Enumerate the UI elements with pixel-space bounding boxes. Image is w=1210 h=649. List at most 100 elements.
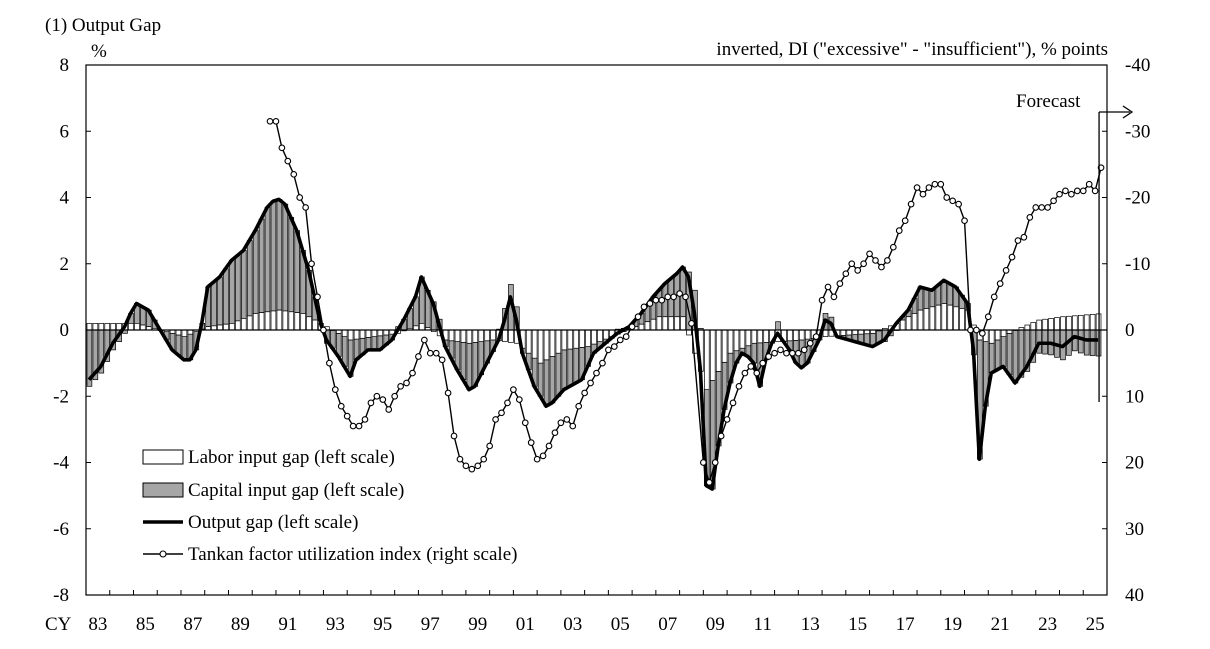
capital-bar bbox=[181, 336, 188, 361]
legend-capital-swatch bbox=[142, 482, 184, 498]
capital-bar bbox=[211, 281, 217, 327]
labor-bar bbox=[899, 319, 906, 331]
tankan-point bbox=[533, 455, 541, 463]
capital-bar bbox=[217, 276, 223, 326]
labor-bar bbox=[472, 329, 479, 343]
labor-bar bbox=[1089, 314, 1096, 331]
tankan-point bbox=[812, 333, 820, 340]
tankan-point bbox=[931, 180, 939, 188]
tankan-point bbox=[610, 343, 618, 350]
labor-bar bbox=[246, 315, 253, 331]
capital-bar bbox=[1077, 329, 1084, 354]
capital-bar bbox=[240, 250, 247, 319]
labor-bar bbox=[662, 316, 669, 331]
capital-bar bbox=[543, 359, 550, 407]
labor-bar bbox=[223, 323, 229, 331]
capital-bar bbox=[549, 356, 556, 404]
labor-bar bbox=[994, 329, 1001, 341]
labor-bar bbox=[1042, 318, 1048, 331]
capital-bar bbox=[258, 218, 265, 313]
legend: Labor input gap (left scale) Capital inpu… bbox=[142, 447, 517, 565]
tankan-point bbox=[1032, 204, 1040, 211]
capital-bar bbox=[1012, 329, 1019, 384]
tankan-point bbox=[599, 359, 606, 367]
tankan-point bbox=[391, 392, 399, 400]
labor-bar bbox=[709, 329, 716, 381]
tankan-point bbox=[652, 296, 660, 304]
tankan-point bbox=[783, 349, 790, 357]
tankan-point bbox=[664, 293, 672, 301]
tankan-point bbox=[658, 296, 666, 304]
right-tick-label: 40 bbox=[1125, 585, 1144, 606]
capital-bar bbox=[223, 268, 229, 325]
labor-bar bbox=[217, 324, 223, 331]
tankan-point bbox=[1050, 197, 1057, 205]
tankan-point bbox=[955, 200, 962, 208]
labor-bar bbox=[229, 323, 235, 331]
labor-bar bbox=[1030, 322, 1037, 331]
tankan-point bbox=[331, 386, 339, 393]
tankan-point bbox=[646, 300, 654, 307]
labor-bar bbox=[638, 323, 645, 331]
labor-bar bbox=[674, 316, 680, 331]
tankan-point bbox=[486, 442, 494, 450]
labor-bar bbox=[276, 309, 283, 331]
left-tick-label: -6 bbox=[53, 519, 69, 540]
tankan-point bbox=[438, 356, 446, 364]
capital-bar bbox=[264, 207, 271, 313]
right-tick-label: 10 bbox=[1125, 386, 1144, 407]
x-tick-label: 07 bbox=[658, 614, 677, 635]
labor-bar bbox=[727, 329, 734, 354]
labor-bar bbox=[929, 306, 936, 331]
tankan-point bbox=[367, 399, 375, 407]
labor-bar bbox=[288, 311, 295, 331]
tankan-point bbox=[996, 280, 1004, 287]
tankan-point bbox=[682, 293, 689, 301]
left-tick-label: 0 bbox=[60, 320, 70, 341]
tankan-point bbox=[1014, 237, 1022, 244]
x-tick-label: 03 bbox=[563, 614, 582, 635]
tankan-point bbox=[308, 260, 315, 268]
tankan-point bbox=[765, 353, 772, 360]
left-tick-label: 4 bbox=[60, 188, 70, 209]
capital-bar bbox=[466, 342, 473, 390]
labor-bar bbox=[603, 329, 609, 340]
labor-bar bbox=[258, 312, 265, 331]
labor-bar bbox=[270, 310, 277, 331]
labor-bar bbox=[1036, 319, 1042, 331]
labor-bar bbox=[211, 325, 217, 331]
tankan-point bbox=[474, 462, 482, 470]
labor-bar bbox=[347, 329, 354, 341]
tankan-point bbox=[320, 326, 327, 334]
tankan-point bbox=[848, 260, 856, 268]
labor-bar bbox=[531, 329, 538, 359]
tankan-point bbox=[415, 353, 422, 360]
legend-tankan-marker bbox=[159, 550, 167, 558]
right-tick-label: 20 bbox=[1125, 453, 1144, 474]
labor-bar bbox=[561, 329, 568, 351]
tankan-point bbox=[361, 416, 369, 423]
labor-bar bbox=[1054, 317, 1060, 331]
tankan-point bbox=[961, 217, 968, 225]
x-tick-label: 23 bbox=[1038, 614, 1057, 635]
tankan-point bbox=[688, 320, 695, 327]
x-tick-label: 91 bbox=[278, 614, 297, 635]
tankan-point bbox=[290, 170, 298, 178]
tankan-point bbox=[373, 392, 381, 400]
tankan-point bbox=[830, 293, 838, 301]
capital-bar bbox=[1000, 336, 1007, 367]
labor-bar bbox=[751, 329, 758, 344]
tankan-point bbox=[925, 184, 933, 191]
x-tick-label: 11 bbox=[754, 614, 772, 635]
labor-bar bbox=[591, 329, 597, 345]
labor-bar bbox=[703, 329, 710, 390]
labor-bar bbox=[733, 329, 740, 352]
labor-bar bbox=[1083, 314, 1090, 331]
x-tick-label: 09 bbox=[706, 614, 725, 635]
tankan-point bbox=[907, 200, 915, 208]
x-tick-label: 99 bbox=[468, 614, 487, 635]
labor-bar bbox=[525, 329, 532, 354]
output-gap-series bbox=[87, 197, 1099, 491]
labor-bar bbox=[300, 313, 306, 331]
labor-bar bbox=[508, 329, 514, 343]
